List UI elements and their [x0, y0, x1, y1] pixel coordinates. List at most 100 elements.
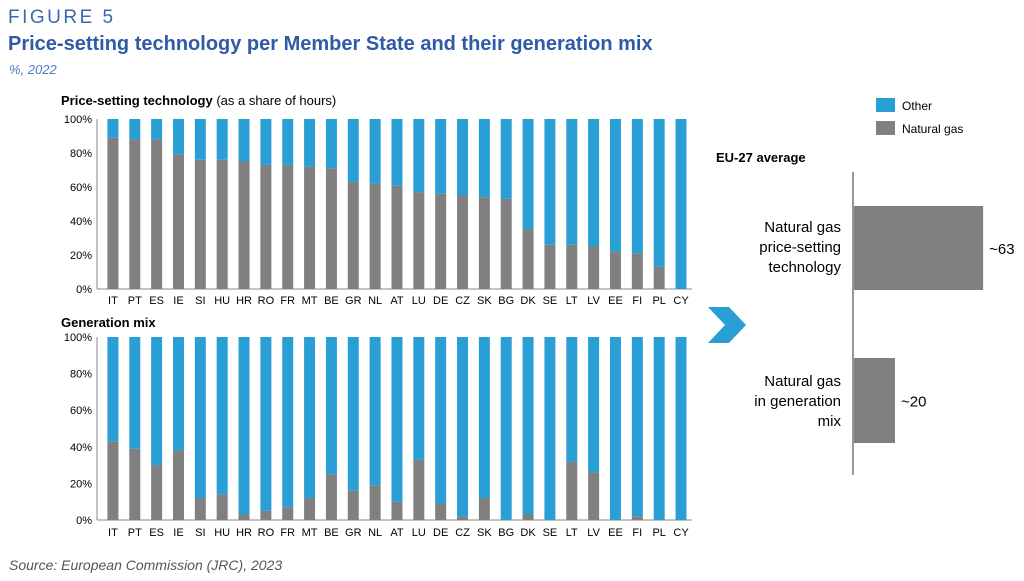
bar-other-nl: [370, 119, 381, 184]
x-tick-label: FR: [280, 527, 295, 539]
y-tick-label: 0%: [76, 515, 92, 527]
x-tick-label: FI: [632, 527, 642, 539]
bar-natural-gas-hu: [217, 160, 228, 289]
bar-natural-gas-lu: [413, 192, 424, 289]
x-tick-label: MT: [302, 527, 318, 539]
bar-natural-gas-sk: [479, 197, 490, 289]
bar-natural-gas-lt: [566, 245, 577, 289]
bar-natural-gas-at: [391, 185, 402, 289]
bar-natural-gas-pl: [654, 267, 665, 289]
bar-natural-gas-pt: [129, 139, 140, 289]
bar-natural-gas-si: [195, 160, 206, 289]
x-tick-label: FI: [632, 295, 642, 307]
x-tick-label: MT: [302, 295, 318, 307]
bar-natural-gas-nl: [370, 184, 381, 289]
bar-other-ro: [260, 337, 271, 511]
y-tick-label: 60%: [70, 182, 92, 194]
bar-natural-gas-ie: [173, 450, 184, 520]
bar-natural-gas-hu: [217, 494, 228, 520]
bar-natural-gas-mt: [304, 167, 315, 289]
y-tick-label: 80%: [70, 369, 92, 381]
y-tick-label: 80%: [70, 148, 92, 160]
bar-other-hr: [239, 119, 250, 162]
bar-other-lv: [588, 337, 599, 472]
bar-natural-gas-cz: [457, 196, 468, 290]
bar-natural-gas-it: [107, 138, 118, 289]
bar-other-fr: [282, 337, 293, 507]
bar-natural-gas-be: [326, 474, 337, 520]
x-tick-label: LU: [412, 527, 426, 539]
chevron-right-icon: [708, 307, 746, 343]
y-tick-label: 60%: [70, 405, 92, 417]
bar-other-gr: [348, 119, 359, 182]
x-tick-label: PT: [128, 295, 142, 307]
bar-other-cz: [457, 119, 468, 196]
bar-other-be: [326, 337, 337, 474]
x-tick-label: SK: [477, 527, 492, 539]
x-tick-label: LU: [412, 295, 426, 307]
x-tick-label: LV: [587, 527, 600, 539]
legend-label: Natural gas: [902, 122, 963, 136]
bar-natural-gas-es: [151, 139, 162, 289]
x-tick-label: CY: [673, 295, 689, 307]
bar-natural-gas-hr: [239, 162, 250, 290]
x-tick-label: DE: [433, 527, 448, 539]
x-tick-label: HU: [214, 295, 230, 307]
bar-natural-gas-ee: [610, 252, 621, 289]
eu-category-label: Natural gas: [764, 373, 841, 390]
bar-other-ro: [260, 119, 271, 165]
bar-other-lt: [566, 119, 577, 245]
bar-natural-gas-fi: [632, 516, 643, 520]
bar-natural-gas-sk: [479, 498, 490, 520]
x-tick-label: LT: [566, 295, 578, 307]
x-tick-label: BE: [324, 295, 339, 307]
x-tick-label: EE: [608, 295, 623, 307]
bar-other-mt: [304, 119, 315, 167]
bar-other-at: [391, 337, 402, 502]
bar-other-cy: [676, 119, 687, 289]
bar-natural-gas-lv: [588, 472, 599, 520]
bar-other-ie: [173, 337, 184, 450]
bar-natural-gas-lt: [566, 461, 577, 520]
x-tick-label: DK: [520, 295, 536, 307]
x-tick-label: DK: [520, 527, 536, 539]
y-tick-label: 100%: [64, 332, 92, 344]
bar-natural-gas-cz: [457, 516, 468, 520]
bar-natural-gas-mt: [304, 498, 315, 520]
eu-bar-1: [854, 358, 895, 443]
panel-title-text: Price-setting technology: [61, 93, 213, 108]
bar-other-es: [151, 119, 162, 139]
bar-natural-gas-pt: [129, 449, 140, 520]
x-tick-label: PT: [128, 527, 142, 539]
bar-other-fr: [282, 119, 293, 165]
bar-other-pl: [654, 119, 665, 267]
chart-canvas: Price-setting technology (as a share of …: [0, 0, 1024, 581]
panel-title-text: Generation mix: [61, 315, 156, 330]
bar-natural-gas-ro: [260, 165, 271, 289]
bar-natural-gas-at: [391, 502, 402, 520]
panel-title-1: Generation mix: [61, 315, 156, 330]
bar-natural-gas-ro: [260, 511, 271, 520]
eu-category-label: mix: [818, 413, 842, 430]
legend-swatch-other: [876, 98, 895, 112]
x-tick-label: HR: [236, 295, 252, 307]
x-tick-label: LT: [566, 527, 578, 539]
bar-other-it: [107, 119, 118, 138]
bar-other-nl: [370, 337, 381, 485]
bar-other-pt: [129, 119, 140, 139]
x-tick-label: BG: [498, 295, 514, 307]
eu-value-label: ~20: [901, 394, 926, 411]
legend-label: Other: [902, 99, 932, 113]
bar-other-fi: [632, 119, 643, 253]
bar-natural-gas-fr: [282, 507, 293, 520]
y-tick-label: 40%: [70, 442, 92, 454]
bar-natural-gas-bg: [501, 199, 512, 289]
eu-value-label: ~63: [989, 241, 1014, 258]
eu-category-label: price-setting: [759, 239, 841, 256]
x-tick-label: GR: [345, 527, 362, 539]
bar-other-pt: [129, 337, 140, 449]
bar-other-bg: [501, 119, 512, 199]
bar-other-fi: [632, 337, 643, 516]
x-tick-label: GR: [345, 295, 362, 307]
bar-other-hu: [217, 337, 228, 494]
